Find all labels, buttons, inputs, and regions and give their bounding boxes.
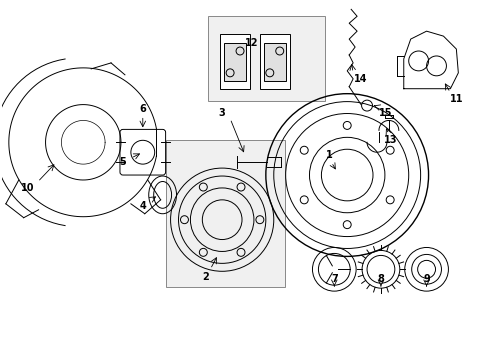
FancyBboxPatch shape [120, 129, 165, 175]
Text: 8: 8 [377, 274, 384, 284]
Text: 9: 9 [422, 274, 429, 284]
Text: 1: 1 [325, 150, 332, 160]
Circle shape [300, 146, 307, 154]
Bar [224, 43, 245, 81]
Text: 5: 5 [120, 157, 126, 167]
Bar [165, 140, 284, 287]
Circle shape [386, 196, 393, 204]
Circle shape [300, 196, 307, 204]
Circle shape [386, 146, 393, 154]
Bar [264, 43, 285, 81]
Text: 11: 11 [448, 94, 462, 104]
Text: 7: 7 [330, 274, 337, 284]
Text: 15: 15 [378, 108, 392, 117]
Text: 4: 4 [139, 201, 146, 211]
Text: 6: 6 [139, 104, 146, 113]
Text: 3: 3 [218, 108, 225, 117]
Text: 12: 12 [244, 38, 258, 48]
Text: 13: 13 [384, 135, 397, 145]
Bar [220, 34, 249, 89]
Circle shape [343, 121, 350, 129]
Text: 10: 10 [21, 183, 34, 193]
Bar [208, 16, 325, 100]
Text: 14: 14 [353, 74, 367, 84]
Circle shape [343, 221, 350, 229]
Bar [259, 34, 289, 89]
Text: 2: 2 [202, 272, 208, 282]
